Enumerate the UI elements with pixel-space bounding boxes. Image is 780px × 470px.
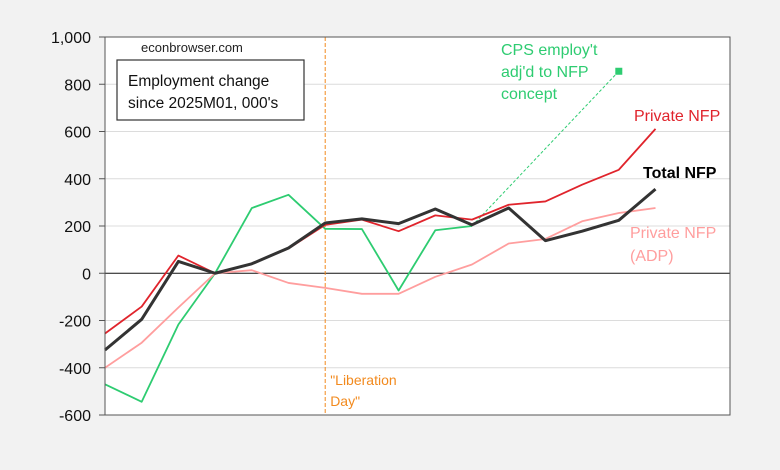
series-label: Private NFP — [634, 108, 720, 125]
cps-latest-marker — [615, 67, 623, 75]
liberation-day-label: Day" — [330, 393, 360, 409]
line-private-nfp — [104, 128, 657, 335]
y-tick-label: -200 — [59, 314, 91, 331]
gridlines — [105, 83, 730, 369]
y-tick-label: 0 — [82, 266, 91, 283]
series-labels: CPS employ't adj'd to NFP concept Private N… — [501, 42, 720, 265]
y-tick-label: 400 — [64, 172, 91, 189]
y-tick-label: 800 — [64, 77, 91, 94]
y-tick-label: 600 — [64, 125, 91, 142]
line-cps-employ-t-adj-d-to-nfp-concept — [104, 193, 473, 403]
y-tick-label: -600 — [59, 408, 91, 425]
y-tick-label: 200 — [64, 219, 91, 236]
plot-frame — [104, 36, 731, 416]
series-label: Private NFP — [630, 225, 716, 242]
watermark: econbrowser.com — [141, 40, 243, 55]
cps-extension-line — [471, 70, 620, 227]
series-lines — [104, 67, 657, 403]
annotations: "Liberation Day" — [324, 37, 397, 415]
line-total-nfp — [104, 188, 657, 352]
y-tick-label: -400 — [59, 361, 91, 378]
liberation-day-label: "Liberation — [330, 372, 396, 388]
series-label: (ADP) — [630, 248, 674, 265]
series-label: CPS employ't — [501, 42, 598, 59]
legend-box-line-2: since 2025M01, 000's — [128, 95, 279, 112]
line-private-nfp-adp — [104, 207, 656, 369]
series-label: Total NFP — [643, 165, 717, 182]
legend-box — [116, 59, 305, 121]
series-label: concept — [501, 86, 558, 103]
y-axis: -600 -400 -200 0 200 400 600 800 1,000 — [51, 30, 105, 425]
y-tick-label: 1,000 — [51, 30, 91, 47]
legend-box-line-1: Employment change — [128, 73, 269, 90]
series-label: adj'd to NFP — [501, 64, 589, 81]
